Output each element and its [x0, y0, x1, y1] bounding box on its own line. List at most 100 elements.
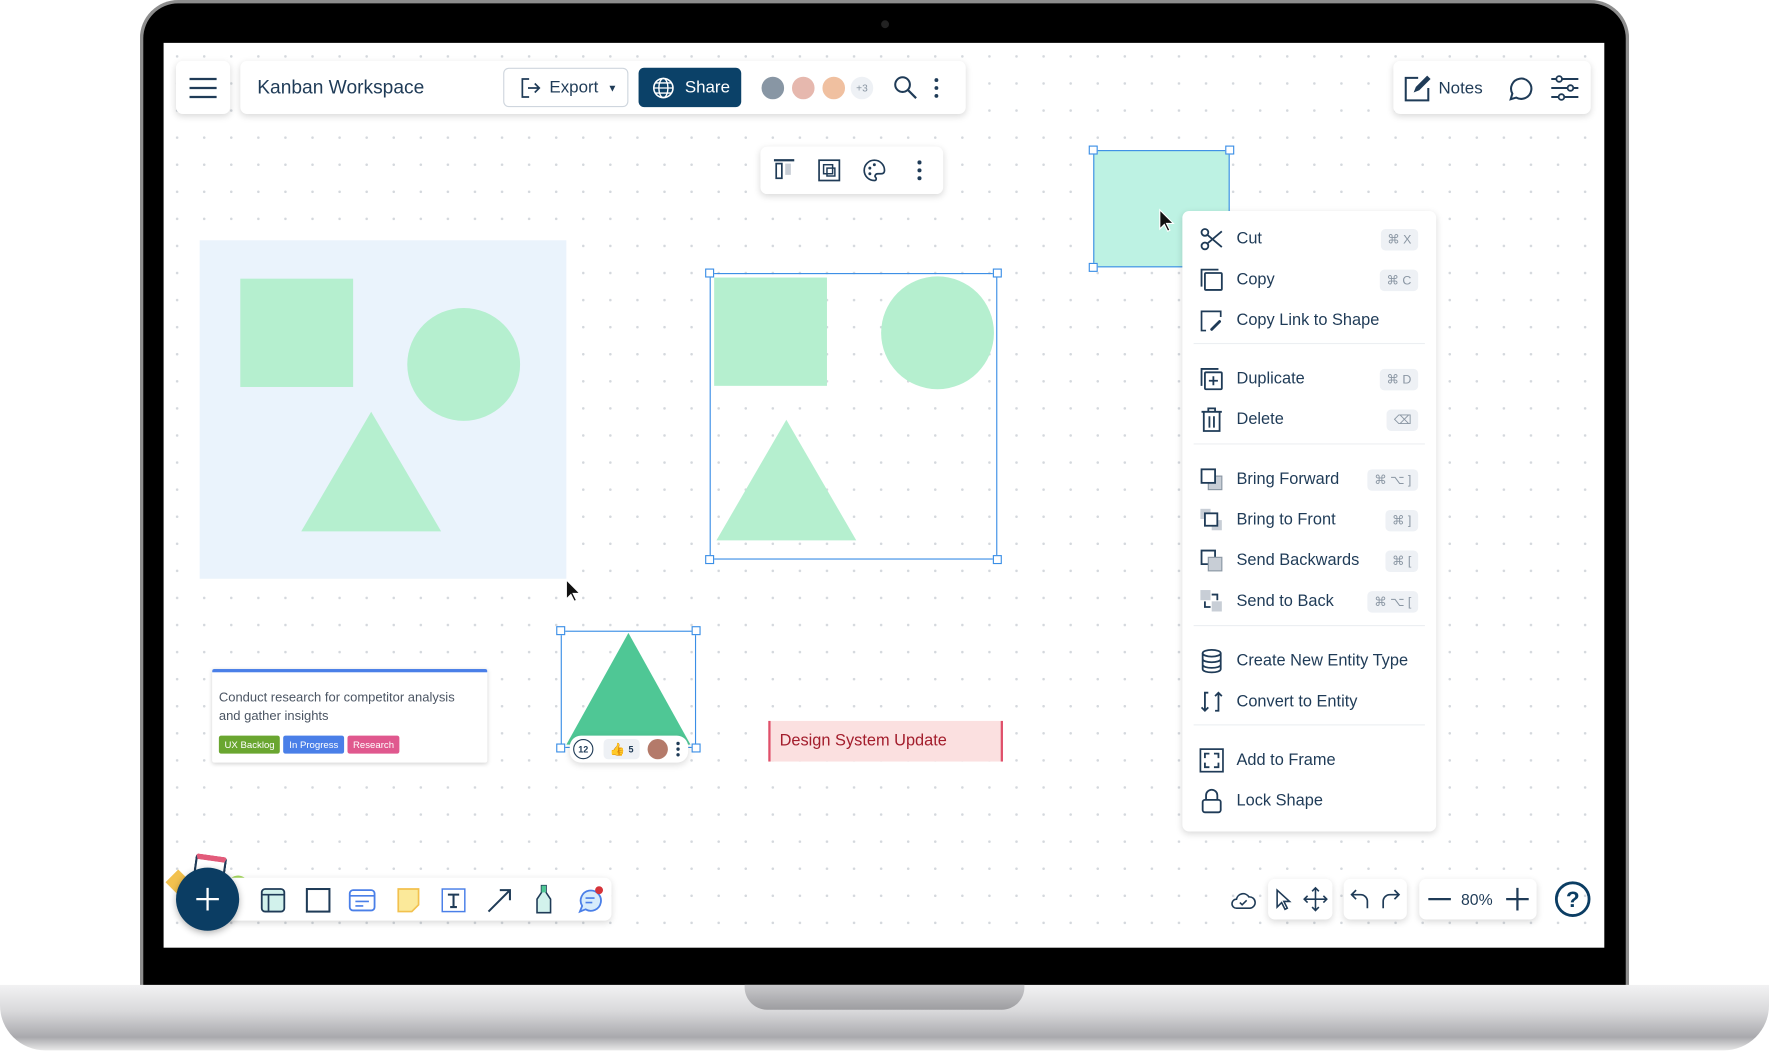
zoom-out-icon[interactable] — [1428, 898, 1451, 901]
text-tool-icon[interactable] — [440, 887, 467, 914]
resize-handle[interactable] — [556, 626, 566, 636]
notes-label: Notes — [1438, 78, 1483, 98]
resize-handle[interactable] — [705, 555, 715, 565]
triangle-shape[interactable] — [0, 0, 691, 745]
card-tool-icon[interactable] — [348, 889, 376, 912]
comment-tool-icon[interactable] — [577, 886, 604, 914]
database-icon — [1201, 648, 1222, 674]
menu-divider — [1193, 443, 1425, 445]
card-tags: UX Backlog In Progress Research — [218, 733, 403, 754]
menu-item-label: Add to Frame — [1236, 751, 1336, 770]
square-shape[interactable] — [240, 278, 354, 387]
resize-handle[interactable] — [556, 743, 566, 753]
add-button[interactable] — [175, 867, 240, 931]
comment-icon[interactable] — [1507, 76, 1533, 101]
card-text: Conduct research for competitor analysis… — [218, 691, 455, 724]
resize-handle[interactable] — [992, 268, 1002, 278]
square-shape[interactable] — [714, 277, 827, 386]
frame-tool-icon[interactable] — [260, 888, 286, 913]
selection-box[interactable] — [560, 630, 697, 748]
tag-badge[interactable]: Research — [347, 735, 400, 754]
search-icon[interactable] — [894, 76, 919, 101]
menu-item-label: Convert to Entity — [1236, 692, 1358, 711]
shortcut-hint: ⌘ D — [1379, 368, 1419, 390]
resize-handle[interactable] — [705, 268, 715, 278]
select-tool-icon[interactable] — [1276, 888, 1292, 912]
convert-icon — [1200, 691, 1223, 713]
menu-item-delete[interactable]: Delete ⌫ — [1182, 403, 1436, 437]
export-button[interactable]: Export ▼ — [503, 67, 629, 108]
tag-badge[interactable]: UX Backlog — [218, 735, 281, 754]
menu-item-label: Send to Back — [1236, 592, 1334, 611]
triangle-shape[interactable] — [0, 0, 442, 532]
more-collaborators-badge[interactable]: +3 — [848, 74, 876, 102]
more-vertical-icon[interactable] — [916, 160, 923, 181]
label-shape[interactable]: Design System Update — [768, 720, 1003, 762]
group-icon[interactable] — [818, 159, 841, 182]
undo-icon[interactable] — [1350, 889, 1370, 909]
resize-handle[interactable] — [1225, 145, 1235, 155]
globe-icon — [653, 77, 674, 98]
selection-box[interactable] — [709, 273, 998, 560]
help-icon[interactable]: ? — [1554, 881, 1591, 917]
menu-item-cut[interactable]: Cut ⌘ X — [1182, 222, 1436, 256]
arrow-tool-icon[interactable] — [487, 888, 512, 913]
menu-item-label: Send Backwards — [1236, 551, 1360, 570]
menu-item-add-to-frame[interactable]: Add to Frame — [1182, 743, 1436, 777]
pan-tool-icon[interactable] — [1303, 886, 1328, 912]
menu-button[interactable] — [175, 60, 231, 114]
menu-item-bring-to-front[interactable]: Bring to Front ⌘ ] — [1182, 503, 1436, 537]
menu-item-bring-forward[interactable]: Bring Forward ⌘ ⌥ ] — [1182, 463, 1436, 497]
shortcut-hint: ⌫ — [1387, 408, 1419, 431]
avatar[interactable] — [759, 74, 787, 102]
tag-badge[interactable]: In Progress — [283, 735, 344, 754]
rectangle-tool-icon[interactable] — [305, 888, 331, 913]
avatar[interactable] — [789, 74, 817, 102]
menu-item-duplicate[interactable]: Duplicate ⌘ D — [1182, 362, 1436, 396]
hamburger-icon — [189, 77, 217, 99]
cursor-icon — [565, 578, 582, 603]
menu-divider — [1193, 342, 1425, 345]
cursor-icon — [1159, 208, 1175, 233]
menu-item-copy[interactable]: Copy ⌘ C — [1182, 263, 1436, 297]
redo-icon[interactable] — [1380, 889, 1401, 909]
triangle-shape[interactable] — [0, 0, 857, 541]
share-button[interactable]: Share — [638, 67, 742, 108]
resize-handle[interactable] — [691, 626, 701, 636]
likes-button[interactable]: 👍 5 — [603, 738, 640, 760]
zoom-in-icon[interactable] — [1506, 887, 1529, 911]
resize-handle[interactable] — [691, 743, 701, 753]
edit-note-icon — [1404, 75, 1431, 102]
cloud-saved-icon — [1231, 892, 1256, 909]
bring-forward-icon — [1200, 468, 1223, 491]
zoom-level[interactable]: 80% — [1461, 890, 1493, 909]
circle-shape[interactable] — [881, 276, 994, 390]
avatar[interactable] — [647, 738, 668, 760]
notes-button[interactable]: Notes — [1404, 72, 1483, 104]
menu-item-copy-link-to-shape[interactable]: Copy Link to Shape — [1182, 303, 1436, 337]
resize-handle[interactable] — [1088, 145, 1098, 155]
menu-item-send-to-back[interactable]: Send to Back ⌘ ⌥ [ — [1182, 584, 1436, 618]
sticky-note-icon[interactable] — [396, 888, 421, 913]
resize-handle[interactable] — [992, 555, 1002, 565]
settings-sliders-icon[interactable] — [1551, 75, 1579, 101]
more-vertical-icon[interactable] — [676, 741, 681, 757]
highlighter-icon[interactable] — [534, 884, 554, 914]
menu-item-convert-to-entity[interactable]: Convert to Entity — [1182, 685, 1436, 719]
comments-count[interactable]: 12 — [573, 738, 594, 760]
camera — [881, 20, 890, 29]
palette-icon[interactable] — [863, 159, 886, 182]
avatar[interactable] — [820, 74, 848, 102]
circle-shape[interactable] — [407, 307, 521, 421]
menu-item-create-new-entity-type[interactable]: Create New Entity Type — [1182, 644, 1436, 678]
menu-item-send-backwards[interactable]: Send Backwards ⌘ [ — [1182, 544, 1436, 578]
send-backwards-icon — [1200, 549, 1223, 572]
document-title[interactable]: Kanban Workspace — [257, 76, 425, 99]
menu-divider — [1193, 625, 1425, 627]
resize-handle[interactable] — [1088, 262, 1098, 272]
task-card[interactable]: Conduct research for competitor analysis… — [212, 669, 488, 763]
more-vertical-icon[interactable] — [933, 77, 940, 100]
shortcut-hint: ⌘ ⌥ [ — [1367, 590, 1419, 613]
align-icon[interactable] — [773, 159, 797, 182]
menu-item-lock-shape[interactable]: Lock Shape — [1182, 784, 1436, 818]
